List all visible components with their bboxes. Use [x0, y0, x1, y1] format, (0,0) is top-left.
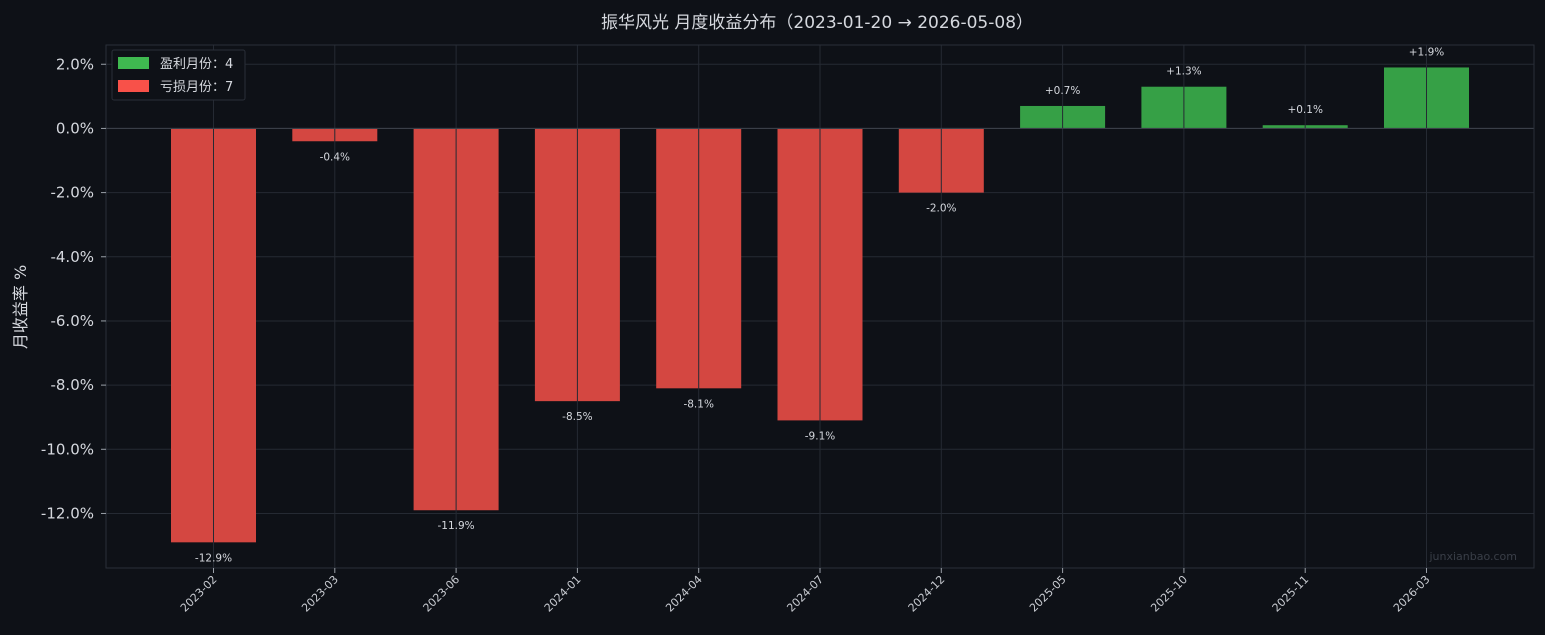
legend-swatch-profit [118, 57, 149, 69]
data-label: -9.1% [805, 430, 835, 442]
y-tick-label: -8.0% [50, 376, 94, 394]
data-label: +1.3% [1166, 66, 1201, 78]
y-tick-label: -10.0% [41, 440, 94, 458]
y-tick-label: 0.0% [56, 119, 94, 137]
legend: 盈利月份：4 亏损月份：7 [111, 49, 246, 101]
legend-swatch-loss [118, 80, 149, 92]
data-labels: -12.9% -0.4% -11.9% -8.5% -8.1% -9.1% -2.0% +0.… [195, 46, 1444, 564]
data-label: +1.9% [1409, 46, 1444, 58]
y-tick-label: -4.0% [50, 248, 94, 266]
data-label: -0.4% [320, 151, 350, 163]
y-axis-ticks: 2.0% 0.0% -2.0% -4.0% -6.0% -8.0% -10.0% -12.0% [41, 55, 106, 522]
data-label: -2.0% [926, 203, 956, 215]
data-label: -12.9% [195, 552, 232, 564]
data-label: +0.7% [1045, 85, 1080, 97]
data-label: +0.1% [1287, 104, 1322, 116]
y-tick-label: 2.0% [56, 55, 94, 73]
watermark: junxianbao.com [1428, 550, 1517, 563]
legend-label-loss: 亏损月份：7 [160, 80, 233, 95]
vertical-grid-lines [213, 45, 1427, 568]
chart-title: 振华风光 月度收益分布（2023-01-20 → 2026-05-08） [601, 13, 1033, 33]
data-label: -8.5% [562, 411, 592, 423]
legend-label-profit: 盈利月份：4 [160, 57, 233, 72]
data-label: -11.9% [438, 520, 475, 532]
y-axis-label: 月收益率 % [11, 265, 30, 349]
y-tick-label: -2.0% [50, 184, 94, 202]
y-tick-label: -6.0% [50, 312, 94, 330]
data-label: -8.1% [683, 398, 713, 410]
y-tick-label: -12.0% [41, 504, 94, 522]
